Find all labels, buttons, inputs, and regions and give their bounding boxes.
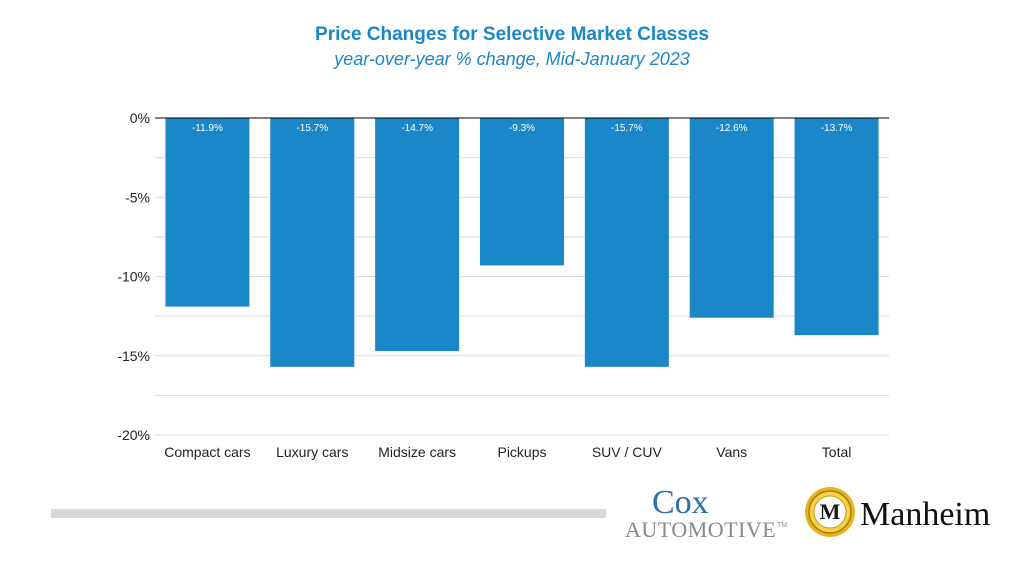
cox-logo-subword: AUTOMOTIVE [625, 517, 777, 542]
chart-subtitle: year-over-year % change, Mid-January 202… [334, 49, 690, 69]
bar [794, 118, 879, 336]
bar-value-label: -13.7% [821, 123, 853, 134]
bar-value-label: -9.3% [509, 123, 535, 134]
bar [375, 118, 460, 351]
bar-value-label: -12.6% [716, 123, 748, 134]
bar [689, 118, 774, 318]
chart-title: Price Changes for Selective Market Class… [315, 24, 709, 45]
x-category-label: SUV / CUV [592, 444, 663, 460]
bar-value-label: -11.9% [192, 123, 223, 134]
bar-chart: 0% -5% -10% -15% -20% -11.9% Compact cars -15.7… [117, 110, 889, 460]
y-tick-label: 0% [130, 110, 150, 126]
x-category-label: Compact cars [164, 444, 250, 460]
bar [270, 118, 355, 367]
y-tick-label: -5% [125, 189, 150, 205]
cox-automotive-logo: Cox AUTOMOTIVE TM [622, 484, 792, 544]
bar [480, 118, 564, 266]
x-category-label: Total [822, 444, 852, 460]
bar-value-label: -15.7% [296, 123, 328, 134]
manheim-logo: M Manheim [804, 486, 1004, 546]
y-tick-label: -20% [117, 427, 150, 443]
manheim-logo-word: Manheim [860, 496, 991, 533]
x-category-label: Midsize cars [378, 444, 456, 460]
bar [584, 118, 669, 367]
bar-value-label: -15.7% [611, 123, 643, 134]
x-category-label: Pickups [497, 444, 546, 460]
manheim-emblem-letter: M [820, 499, 841, 524]
x-category-label: Luxury cars [276, 444, 348, 460]
y-tick-label: -10% [117, 269, 150, 285]
x-category-label: Vans [716, 444, 747, 460]
cox-logo-trademark: TM [777, 522, 788, 529]
y-tick-label: -15% [117, 348, 150, 364]
bar-value-label: -14.7% [401, 123, 433, 134]
manheim-emblem-icon: M [805, 487, 855, 537]
cox-logo-word: Cox [652, 484, 709, 521]
footer-divider-bar [51, 509, 606, 518]
bar [165, 118, 250, 307]
